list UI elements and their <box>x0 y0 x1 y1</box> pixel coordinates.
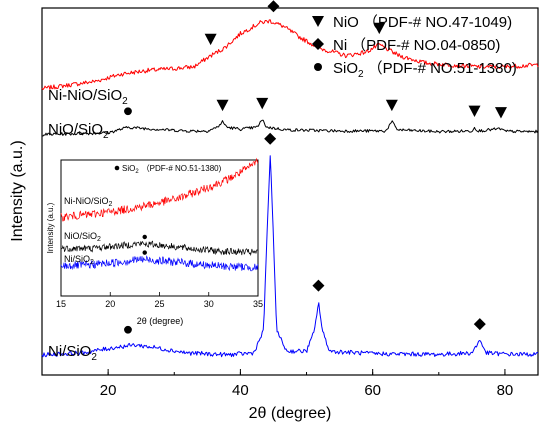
inset-x-tick-label: 15 <box>56 299 66 309</box>
x-axis-label: 2θ (degree) <box>249 405 332 422</box>
inset-marker-nio-sio2 <box>142 234 147 240</box>
x-tick-label: 20 <box>100 382 117 399</box>
series-line-ni-nio-sio2 <box>41 19 539 90</box>
peak-marker-triangle-down-nio-sio2 <box>494 107 507 119</box>
x-tick-label: 80 <box>497 382 514 399</box>
series-label-ni-sio2: Ni/SiO2 <box>48 343 97 363</box>
peak-marker-triangle-down-nio-sio2 <box>468 105 481 118</box>
inset-label-nio-sio2: NiO/SiO2 <box>64 231 101 243</box>
x-tick-label: 60 <box>364 382 381 399</box>
series-line-ni-sio2 <box>41 155 539 358</box>
inset-x-tick-label: 25 <box>154 299 164 309</box>
legend-entry-ni: Ni （PDF-# NO.04-0850) <box>333 37 500 54</box>
legend-entry-sio2: SiO2 （PDF-# NO.51-1380) <box>333 60 517 80</box>
inset-x-tick-label: 35 <box>253 299 263 309</box>
peak-marker-triangle-down-ni-nio-sio2 <box>204 33 217 46</box>
inset-markers <box>142 234 147 255</box>
main-series <box>41 19 539 358</box>
legend: NiO （PDF-# NO.47-1049) Ni （PDF-# NO.04-085… <box>312 14 517 80</box>
peak-marker-diamond-ni-sio2 <box>264 132 277 145</box>
inset-label-ni-sio2: Ni/SiO2 <box>64 254 94 266</box>
inset-x-tick-label: 20 <box>105 299 115 309</box>
inset-series-line-ni-sio2 <box>60 255 259 272</box>
inset-series-line-nio-sio2 <box>60 240 258 257</box>
y-axis-label: Intensity (a.u.) <box>9 140 26 241</box>
legend-marker-ni <box>312 38 324 50</box>
peak-marker-circle-nio-sio2 <box>124 107 132 116</box>
legend-entry-nio: NiO （PDF-# NO.47-1049) <box>333 14 512 31</box>
peak-marker-circle-ni-sio2 <box>124 325 132 334</box>
peak-marker-triangle-down-nio-sio2 <box>256 97 269 110</box>
peak-marker-diamond-ni-sio2 <box>312 279 325 292</box>
peak-marker-diamond-ni-nio-sio2 <box>267 0 280 13</box>
peak-marker-triangle-down-nio-sio2 <box>216 99 229 112</box>
inset-marker-ni-sio2 <box>142 250 147 255</box>
inset-legend-entry: SiO2 （PDF-# NO.51-1380) <box>122 164 222 175</box>
inset-frame <box>60 159 259 297</box>
inset-legend-marker-sio2 <box>114 165 120 171</box>
x-axis-ticks: 20 40 60 80 <box>41 369 514 399</box>
inset-series <box>60 157 259 272</box>
legend-marker-nio <box>312 16 324 27</box>
inset-x-axis-label: 2θ (degree) <box>137 316 184 326</box>
series-label-nio-sio2: NiO/SiO2 <box>48 121 109 141</box>
peak-markers <box>124 0 507 334</box>
inset-series-line-ni-nio-sio2 <box>60 157 259 222</box>
series-line-nio-sio2 <box>41 119 539 137</box>
peak-marker-triangle-down-ni-nio-sio2 <box>373 22 386 35</box>
peak-marker-triangle-down-nio-sio2 <box>385 99 398 112</box>
x-tick-label: 40 <box>232 382 249 399</box>
legend-marker-sio2 <box>314 63 322 71</box>
inset-label-ni-nio-sio2: Ni-NiO/SiO2 <box>64 196 113 208</box>
series-label-ni-nio-sio2: Ni-NiO/SiO2 <box>48 87 128 107</box>
inset-x-ticks: 15 20 25 30 35 <box>56 292 263 309</box>
plot-frame <box>41 7 539 376</box>
inset-x-tick-label: 30 <box>204 299 214 309</box>
inset-chart: 15 20 25 30 35 SiO2 （PDF-# NO.51-1380) Ni-NiO… <box>46 157 263 326</box>
peak-marker-diamond-ni-sio2 <box>473 318 486 331</box>
inset-y-axis-label: Intensity (a.u.) <box>46 202 55 253</box>
